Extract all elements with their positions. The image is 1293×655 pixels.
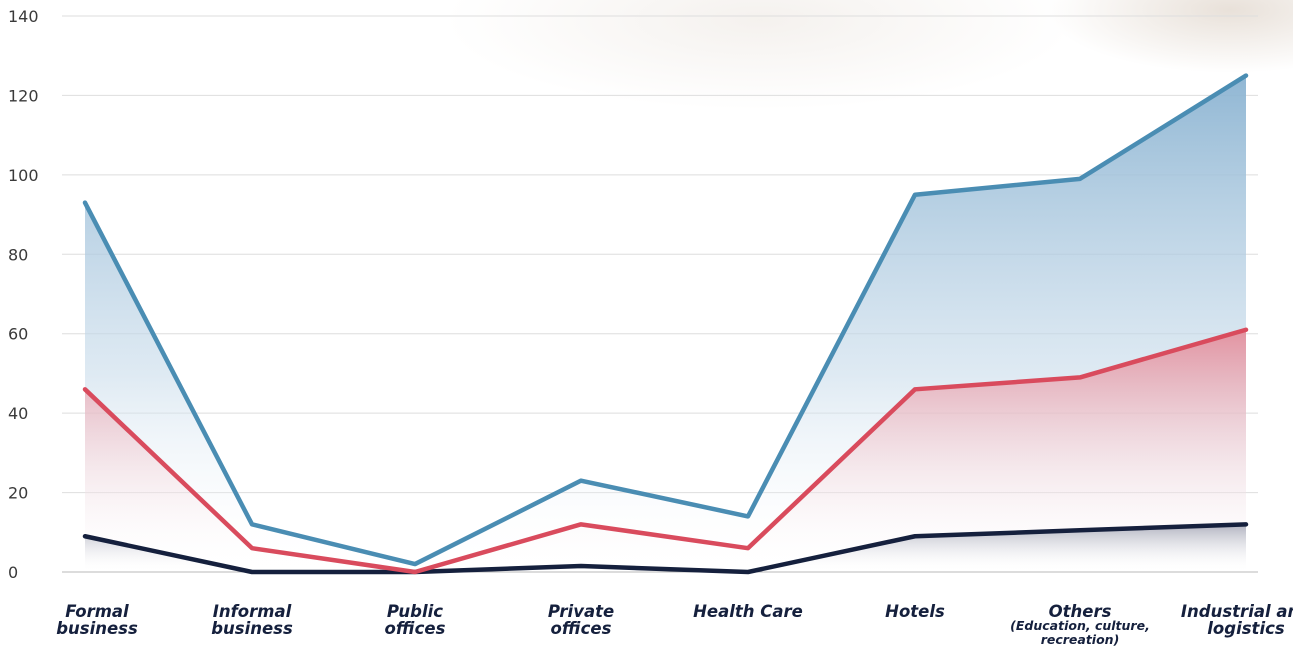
y-tick-label: 60 [8,325,28,344]
x-category-label: Health Care [693,602,803,621]
series-1-line [82,327,1249,575]
x-category-label: Industrial and [1181,602,1293,621]
x-category-label: (Education, culture, [1010,618,1150,633]
series-lines [82,73,1249,575]
x-category-label: recreation) [1041,632,1120,647]
x-category-label: offices [551,619,612,638]
x-axis-labels: FormalbusinessInformalbusinessPublicoffi… [56,602,1293,647]
x-category-label: offices [385,619,446,638]
y-tick-label: 40 [8,404,28,423]
x-category-label: business [211,619,293,638]
y-tick-label: 20 [8,484,28,503]
x-category-label: Private [548,602,614,621]
series-0-line [82,73,1249,567]
y-tick-label: 100 [8,166,39,185]
x-category-label: business [56,619,138,638]
y-tick-label: 0 [8,563,18,582]
x-category-label: Hotels [885,602,945,621]
x-category-label: Public [387,602,443,621]
series-1-area [85,329,1246,572]
x-category-label: Others [1049,602,1112,621]
x-category-label: logistics [1207,619,1285,638]
y-tick-label: 120 [8,86,39,105]
y-tick-label: 140 [8,7,39,26]
y-tick-label: 80 [8,245,28,264]
series-2-line [82,522,1249,575]
x-category-label: Formal [65,602,129,621]
y-axis-ticks: 0 20 40 60 80 100 120 140 [8,7,39,582]
x-category-label: Informal [213,602,292,621]
